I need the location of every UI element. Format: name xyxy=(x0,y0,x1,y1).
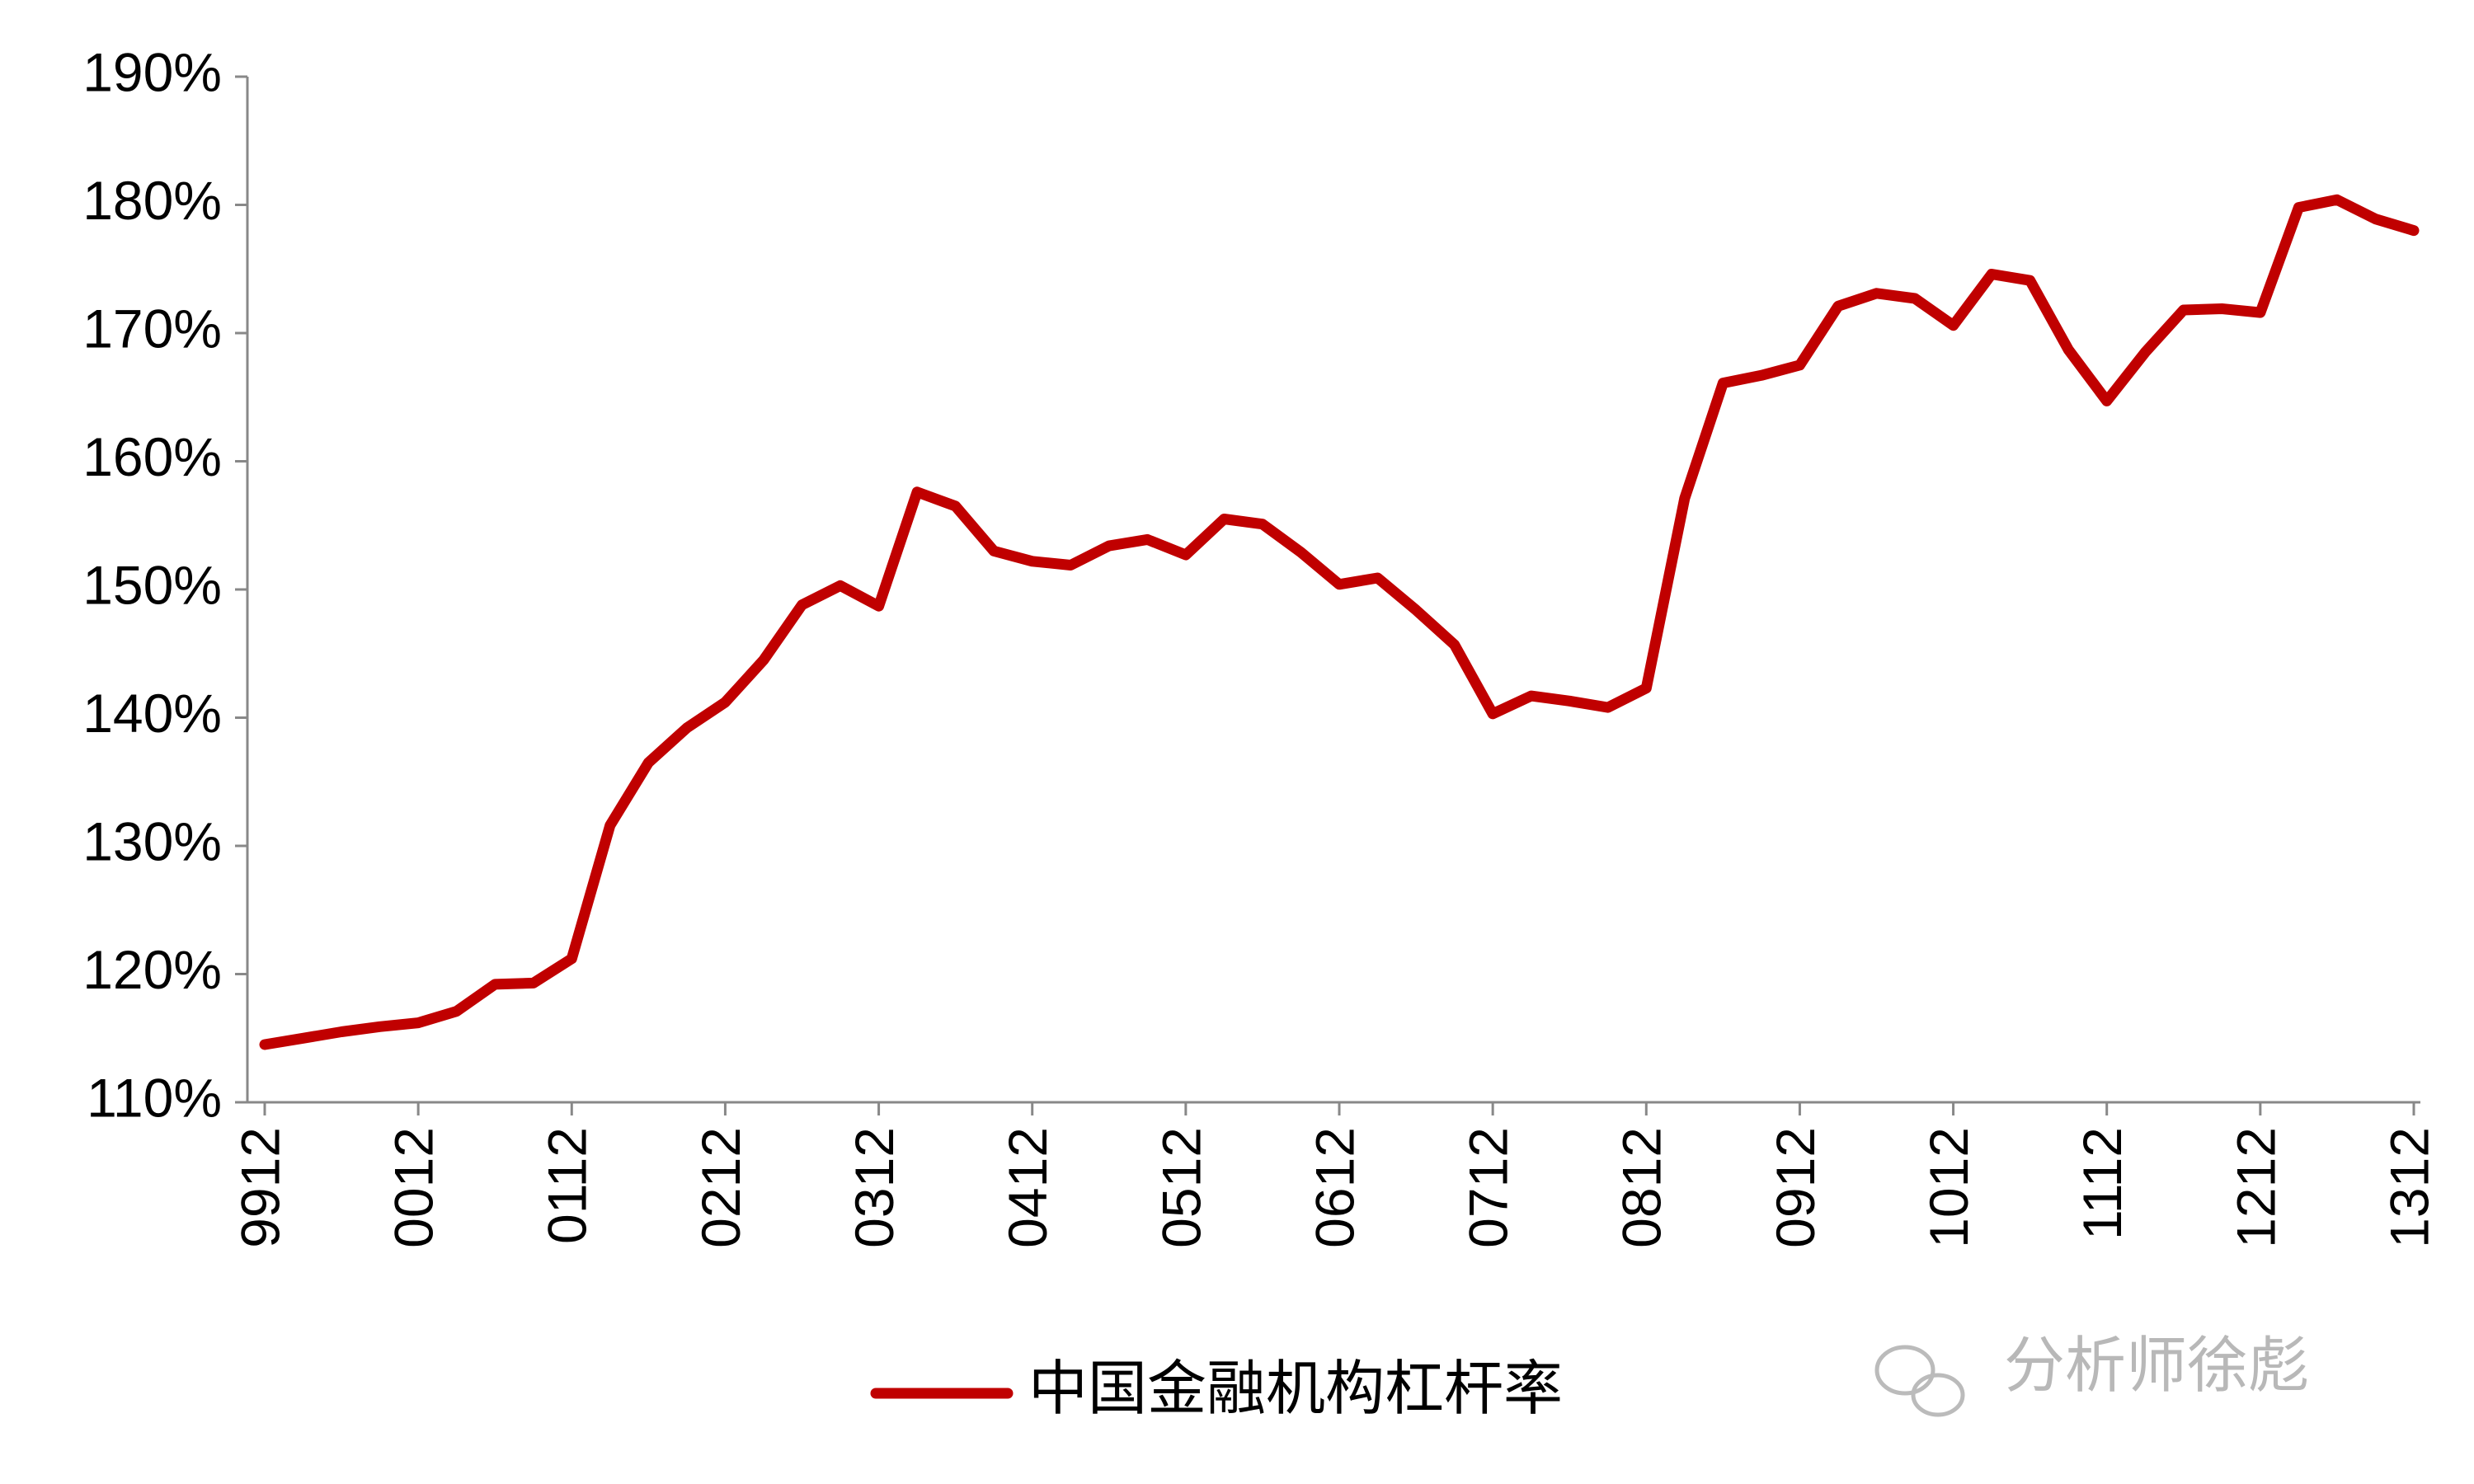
x-tick-label: 0212 xyxy=(690,1127,751,1248)
y-tick-label: 130% xyxy=(82,810,222,871)
x-tick-label: 1312 xyxy=(2378,1127,2439,1248)
data-line xyxy=(259,194,2420,1050)
y-tick-label: 190% xyxy=(82,41,222,102)
x-tick-label: 0912 xyxy=(1765,1127,1826,1248)
x-tick-label: 1212 xyxy=(2225,1127,2286,1248)
watermark-icon xyxy=(1874,1345,1935,1396)
watermark-text: 分析师徐彪 xyxy=(2004,1331,2309,1400)
x-tick-label: 1112 xyxy=(2072,1127,2133,1240)
x-tick-label: 9912 xyxy=(229,1127,290,1248)
y-tick-label: 170% xyxy=(82,298,222,359)
y-tick-label: 140% xyxy=(82,683,222,744)
y-tick-label: 150% xyxy=(82,554,222,615)
legend-label: 中国金融机构杠杆率 xyxy=(1028,1356,1563,1422)
x-tick-label: 1012 xyxy=(1918,1127,1979,1248)
x-tick-label: 0112 xyxy=(537,1127,598,1244)
x-tick-label: 0312 xyxy=(844,1127,905,1248)
x-tick-label: 0812 xyxy=(1611,1127,1672,1248)
y-tick-label: 120% xyxy=(82,939,222,1000)
x-tick-label: 0012 xyxy=(383,1127,444,1248)
y-tick-label: 110% xyxy=(87,1067,222,1128)
x-tick-label: 0712 xyxy=(1458,1127,1519,1248)
x-tick-label: 0612 xyxy=(1304,1127,1365,1248)
y-tick-label: 180% xyxy=(82,170,222,231)
watermark-icon xyxy=(1911,1373,1965,1417)
x-tick-label: 0512 xyxy=(1150,1127,1211,1248)
watermark: 分析师徐彪 xyxy=(1874,1331,2309,1417)
y-tick-label: 160% xyxy=(82,426,222,487)
x-tick-label: 0412 xyxy=(997,1127,1058,1248)
